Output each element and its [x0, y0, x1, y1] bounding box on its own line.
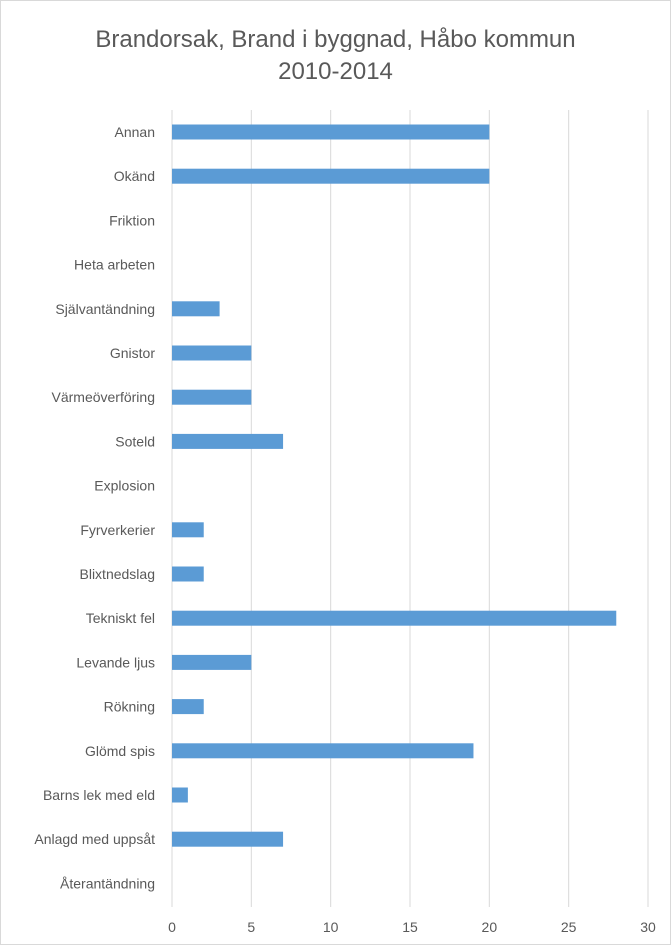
category-label: Annan — [115, 124, 155, 140]
category-label: Fyrverkerier — [80, 522, 155, 538]
category-label: Levande ljus — [76, 654, 155, 670]
x-tick-label: 25 — [561, 919, 577, 935]
bar — [172, 699, 204, 715]
category-label: Rökning — [104, 699, 155, 715]
category-label: Gnistor — [110, 345, 155, 361]
category-label: Återantändning — [60, 875, 155, 891]
bar — [172, 831, 284, 847]
bar — [172, 743, 474, 759]
x-tick-label: 10 — [323, 919, 339, 935]
category-label: Soteld — [115, 433, 155, 449]
category-label: Glömd spis — [85, 743, 155, 759]
bar — [172, 301, 220, 317]
category-label: Anlagd med uppsåt — [34, 831, 155, 847]
category-label: Explosion — [94, 478, 155, 494]
bars — [172, 124, 617, 847]
x-tick-label: 30 — [640, 919, 656, 935]
bar — [172, 566, 204, 582]
category-label: Barns lek med eld — [43, 787, 155, 803]
chart-title: Brandorsak, Brand i byggnad, Håbo kommun… — [0, 24, 671, 88]
bar — [172, 522, 204, 538]
bar — [172, 168, 490, 184]
x-tick-label: 15 — [402, 919, 418, 935]
category-label: Friktion — [109, 212, 155, 228]
chart-title-line-1: Brandorsak, Brand i byggnad, Håbo kommun — [95, 26, 576, 53]
bar — [172, 787, 188, 803]
bar — [172, 654, 252, 670]
category-label: Heta arbeten — [74, 257, 155, 273]
chart-title-line-2: 2010-2014 — [278, 58, 393, 85]
bar — [172, 345, 252, 361]
category-label: Tekniskt fel — [86, 610, 155, 626]
category-label: Värmeöverföring — [52, 389, 156, 405]
bar — [172, 610, 617, 626]
category-label: Okänd — [114, 168, 155, 184]
bar — [172, 433, 284, 449]
x-tick-label: 0 — [168, 919, 176, 935]
bar — [172, 124, 490, 140]
gridlines — [171, 110, 649, 907]
x-tick-label: 20 — [482, 919, 498, 935]
category-labels: Annan Okänd Friktion Heta arbeten Självantän… — [34, 124, 155, 891]
category-label: Självantändning — [55, 301, 155, 317]
bar — [172, 389, 252, 405]
x-tick-label: 5 — [247, 919, 255, 935]
x-axis-tick-labels: 0 5 10 15 20 25 30 — [168, 919, 656, 935]
category-label: Blixtnedslag — [80, 566, 156, 582]
